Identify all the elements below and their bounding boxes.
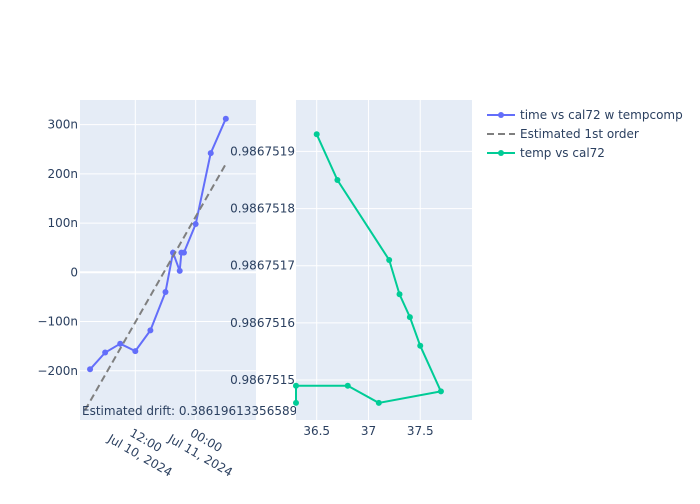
left-y-tick-label: 0 (70, 265, 78, 279)
left-y-ticks: 300n 200n 100n 0 −100n −200n (37, 118, 78, 378)
time-vs-cal72-point (180, 249, 187, 256)
time-vs-cal72-point (176, 267, 183, 274)
legend-label: time vs cal72 w tempcomp (520, 108, 683, 122)
temp-vs-cal72-point (344, 382, 351, 389)
legend[interactable]: time vs cal72 w tempcomp Estimated 1st o… (487, 108, 683, 160)
temp-vs-cal72-point (417, 342, 424, 349)
right-x-tick-label: 37.5 (407, 424, 434, 438)
time-vs-cal72-point (147, 327, 154, 334)
right-subplot: 0.9867515 0.9867516 0.9867517 0.9867518 0.98… (230, 100, 472, 438)
temp-vs-cal72-point (375, 399, 382, 406)
time-vs-cal72-point (192, 221, 199, 228)
left-y-tick-label: 200n (47, 167, 78, 181)
temp-vs-cal72-point (293, 382, 299, 389)
left-y-tick-label: 300n (47, 118, 78, 132)
left-y-tick-label: −200n (37, 364, 78, 378)
temp-vs-cal72-point (334, 177, 341, 183)
temp-vs-cal72-point (313, 131, 320, 138)
left-y-tick-label: 100n (47, 216, 78, 230)
right-y-tick-label: 0.9867515 (230, 373, 295, 387)
right-x-tick-label: 36.5 (303, 424, 330, 438)
time-vs-cal72-point (87, 366, 94, 373)
right-y-tick-label: 0.9867518 (230, 202, 295, 216)
right-gridlines (296, 100, 472, 420)
legend-label: Estimated 1st order (520, 127, 639, 141)
temp-vs-cal72-point (386, 257, 393, 263)
right-y-tick-label: 0.9867516 (230, 316, 295, 330)
time-vs-cal72-point (132, 348, 139, 355)
time-vs-cal72-point (162, 289, 169, 295)
legend-item-temp-vs-cal72[interactable]: temp vs cal72 (487, 146, 605, 160)
left-series (84, 115, 229, 411)
right-x-ticks: 36.5 37 37.5 (303, 424, 433, 438)
time-vs-cal72-point (207, 150, 214, 157)
right-x-tick-label: 37 (361, 424, 376, 438)
right-y-tick-label: 0.9867519 (230, 144, 295, 158)
time-vs-cal72-point (117, 340, 124, 347)
legend-item-estimated-1st-order[interactable]: Estimated 1st order (487, 127, 639, 141)
temp-vs-cal72-point (396, 291, 403, 298)
time-vs-cal72-point (222, 115, 229, 122)
estimated-1st-order-line (84, 163, 227, 411)
left-y-tick-label: −100n (37, 315, 78, 329)
legend-label: temp vs cal72 (520, 146, 605, 160)
temp-vs-cal72-point (437, 388, 444, 395)
right-y-ticks: 0.9867515 0.9867516 0.9867517 0.9867518 0.98… (230, 144, 295, 387)
right-series (293, 131, 444, 406)
right-y-tick-label: 0.9867517 (230, 259, 295, 273)
legend-item-time-vs-cal72[interactable]: time vs cal72 w tempcomp (487, 108, 683, 122)
temp-vs-cal72-point (406, 314, 413, 321)
time-vs-cal72-point (102, 349, 109, 356)
temp-vs-cal72-point (293, 399, 299, 406)
left-gridlines (80, 100, 256, 420)
